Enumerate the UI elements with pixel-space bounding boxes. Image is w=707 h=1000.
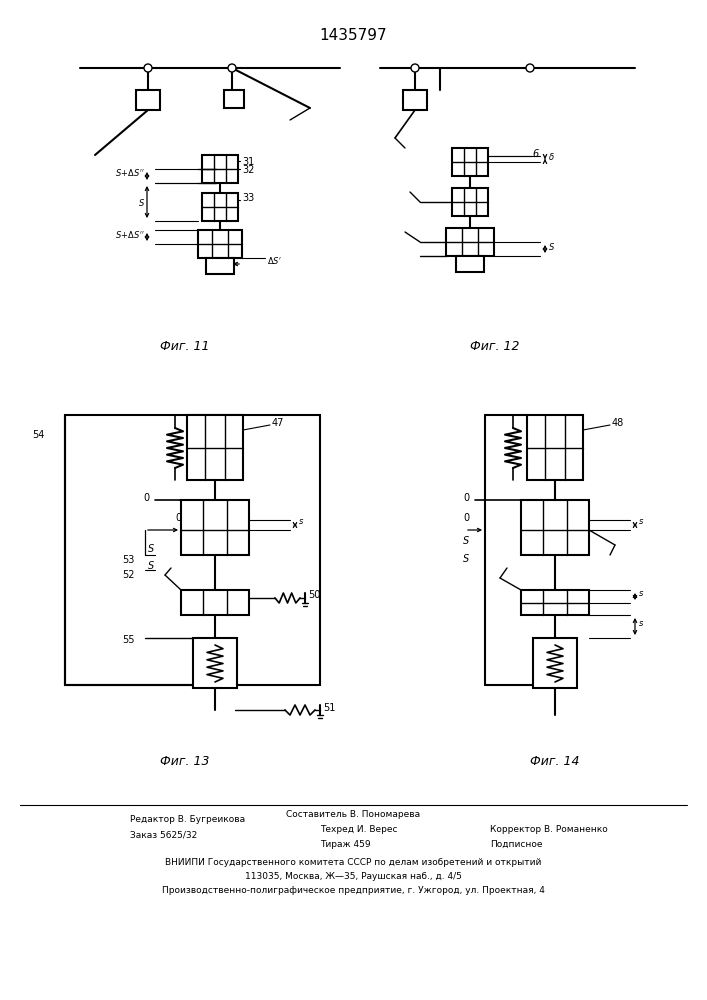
Text: $\Delta S^{\prime}$: $\Delta S^{\prime}$: [267, 255, 282, 266]
Circle shape: [411, 64, 419, 72]
Text: Техред И. Верес: Техред И. Верес: [320, 825, 397, 834]
Bar: [521, 590, 589, 615]
Text: $S$: $S$: [147, 542, 155, 554]
Text: 50: 50: [308, 590, 320, 600]
Text: $s$: $s$: [638, 589, 644, 598]
Text: 1435797: 1435797: [319, 28, 387, 43]
Text: 33: 33: [242, 193, 255, 203]
Text: 53: 53: [122, 555, 135, 565]
Text: $\delta$: $\delta$: [548, 150, 555, 161]
Text: $S$: $S$: [147, 559, 155, 571]
Circle shape: [526, 64, 534, 72]
Bar: [224, 90, 244, 108]
Bar: [403, 90, 427, 110]
Text: Фиг. 13: Фиг. 13: [160, 755, 210, 768]
Bar: [206, 258, 234, 274]
Bar: [193, 638, 237, 688]
Bar: [187, 415, 243, 480]
Text: Редактор В. Бугреикова: Редактор В. Бугреикова: [130, 815, 245, 824]
Text: 51: 51: [323, 703, 335, 713]
Text: 113035, Москва, Ж—35, Раушская наб., д. 4/5: 113035, Москва, Ж—35, Раушская наб., д. …: [245, 872, 462, 881]
Text: $S$: $S$: [138, 196, 145, 208]
Text: $S\!+\!\Delta S^{\prime\prime}$: $S\!+\!\Delta S^{\prime\prime}$: [115, 230, 145, 240]
Bar: [202, 155, 238, 183]
Text: Заказ 5625/32: Заказ 5625/32: [130, 830, 197, 839]
Text: 52: 52: [122, 570, 135, 580]
Bar: [521, 500, 589, 555]
Text: 48: 48: [612, 418, 624, 428]
Text: 55: 55: [122, 635, 135, 645]
Text: 0: 0: [464, 513, 470, 523]
Text: 0: 0: [464, 493, 470, 503]
Bar: [202, 193, 238, 221]
Text: $s$: $s$: [638, 518, 644, 526]
Text: Фиг. 12: Фиг. 12: [470, 340, 520, 353]
Text: Составитель В. Пономарева: Составитель В. Пономарева: [286, 810, 420, 819]
Circle shape: [144, 64, 152, 72]
Circle shape: [228, 64, 236, 72]
Text: 32: 32: [242, 165, 255, 175]
Bar: [527, 415, 583, 480]
Text: 54: 54: [33, 430, 45, 440]
Text: 47: 47: [272, 418, 284, 428]
Text: 0: 0: [144, 493, 150, 503]
Text: Корректор В. Романенко: Корректор В. Романенко: [490, 825, 608, 834]
Text: $s$: $s$: [638, 619, 644, 629]
Text: 31: 31: [242, 157, 255, 167]
Bar: [181, 590, 249, 615]
Text: ВНИИПИ Государственного комитета СССР по делам изобретений и открытий: ВНИИПИ Государственного комитета СССР по…: [165, 858, 541, 867]
Text: 0: 0: [176, 513, 182, 523]
Bar: [446, 228, 494, 256]
Text: $S\!+\!\Delta S^{\prime\prime}$: $S\!+\!\Delta S^{\prime\prime}$: [115, 167, 145, 178]
Text: $s$: $s$: [298, 518, 304, 526]
Text: 6: 6: [532, 149, 538, 159]
Bar: [456, 256, 484, 272]
Text: Тираж 459: Тираж 459: [320, 840, 370, 849]
Bar: [533, 638, 577, 688]
Bar: [198, 230, 242, 258]
Bar: [65, 415, 320, 685]
Text: Подписное: Подписное: [490, 840, 542, 849]
Bar: [181, 500, 249, 555]
Text: $S$: $S$: [462, 552, 470, 564]
Text: $S$: $S$: [462, 534, 470, 546]
Bar: [452, 148, 488, 176]
Text: $S$: $S$: [548, 240, 555, 251]
Bar: [452, 188, 488, 216]
Text: Производственно-полиграфическое предприятие, г. Ужгород, ул. Проектная, 4: Производственно-полиграфическое предприя…: [162, 886, 544, 895]
Bar: [136, 90, 160, 110]
Text: Фиг. 14: Фиг. 14: [530, 755, 580, 768]
Text: Фиг. 11: Фиг. 11: [160, 340, 210, 353]
